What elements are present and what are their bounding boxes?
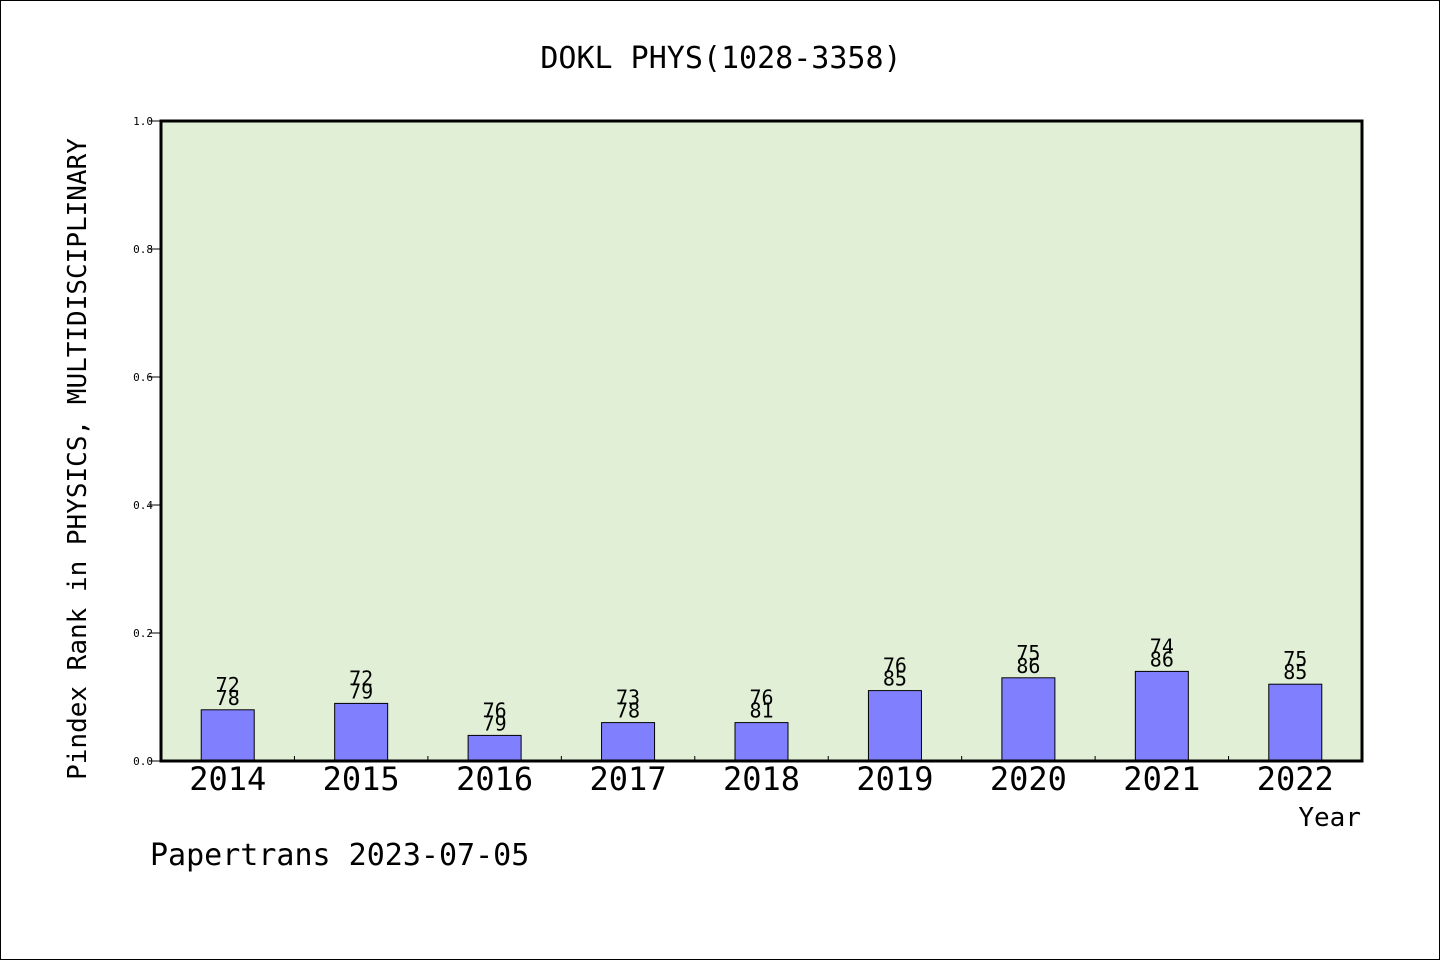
bar-2018: [734, 722, 789, 762]
x-axis-ticks: 2014 2015 2016 2017 2018 2019 2020 2021 2022: [189, 756, 1334, 798]
x-tick-label-2014: 2014: [189, 760, 266, 798]
footer-text: Papertrans 2023-07-05: [150, 838, 529, 873]
rank-label-2021: 74: [1150, 634, 1174, 658]
bar-2014: [200, 709, 255, 762]
total-label-2017: 78: [616, 699, 640, 723]
y-tick-label: 1.0: [133, 115, 153, 128]
y-tick-label: 0.6: [133, 371, 153, 384]
rank-label-2020: 75: [1016, 641, 1040, 665]
bar-2017: [601, 722, 656, 762]
rank-label-2014: 72: [216, 673, 240, 697]
rank-label-2018: 76: [749, 686, 773, 710]
x-tick-label-2020: 2020: [990, 760, 1067, 798]
y-tick-label: 0.8: [133, 243, 153, 256]
x-tick-label-2016: 2016: [456, 760, 533, 798]
x-tick-label-2022: 2022: [1257, 760, 1334, 798]
rank-label-2015: 72: [349, 666, 373, 690]
x-tick-label-2017: 2017: [590, 760, 667, 798]
total-label-2014: 78: [216, 686, 240, 710]
y-axis-ticks: 0.0 0.2 0.4 0.6 0.8 1.0: [133, 115, 161, 768]
rank-label-2019: 76: [883, 654, 907, 678]
plot-border: [159, 119, 1364, 763]
x-tick-label-2021: 2021: [1123, 760, 1200, 798]
total-label-2016: 79: [483, 711, 507, 735]
total-label-2020: 86: [1016, 654, 1040, 678]
total-label-2022: 85: [1283, 660, 1307, 684]
y-tick-label: 0.0: [133, 755, 153, 768]
y-tick-label: 0.4: [133, 499, 153, 512]
rank-label-2022: 75: [1283, 647, 1307, 671]
x-tick-label-2018: 2018: [723, 760, 800, 798]
x-tick-label-2015: 2015: [323, 760, 400, 798]
y-axis-label: Pindex Rank in PHYSICS, MULTIDISCIPLINAR…: [63, 138, 93, 780]
bar-2021: [1134, 670, 1189, 762]
x-tick-label-2019: 2019: [856, 760, 933, 798]
bar-2019: [867, 690, 922, 762]
rank-label-2017: 73: [616, 686, 640, 710]
total-label-2018: 81: [749, 699, 773, 723]
chart-title: DOKL PHYS(1028-3358): [540, 41, 901, 76]
plot-area: [161, 121, 1362, 761]
bar-2022: [1268, 683, 1323, 762]
rank-label-2016: 76: [483, 698, 507, 722]
bar-2015: [334, 702, 389, 762]
total-label-2015: 79: [349, 679, 373, 703]
total-label-2021: 86: [1150, 647, 1174, 671]
y-tick-label: 0.2: [133, 627, 153, 640]
bar-2020: [1001, 677, 1056, 762]
bars: [200, 670, 1323, 762]
bar-2016: [467, 734, 522, 762]
total-label-2019: 85: [883, 667, 907, 691]
x-axis-label: Year: [1298, 803, 1361, 833]
